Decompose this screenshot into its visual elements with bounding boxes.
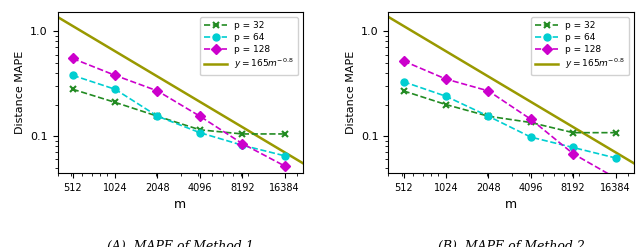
p = 128 xyxy=(400,60,408,62)
p = 32 xyxy=(154,115,161,118)
$y = 165m^{-0.8}$ xyxy=(299,162,307,165)
Line: p = 128: p = 128 xyxy=(69,55,288,169)
p = 32 xyxy=(111,101,119,104)
p = 32 xyxy=(527,121,534,124)
p = 128 xyxy=(154,89,161,92)
Line: $y = 165m^{-0.8}$: $y = 165m^{-0.8}$ xyxy=(388,17,634,163)
p = 128 xyxy=(111,74,119,77)
p = 128 xyxy=(484,89,492,92)
p = 32 xyxy=(484,115,492,118)
$y = 165m^{-0.8}$ xyxy=(260,139,268,142)
p = 128 xyxy=(196,115,204,118)
p = 32 xyxy=(612,131,620,134)
$y = 165m^{-0.8}$ xyxy=(630,162,637,165)
p = 64 xyxy=(527,136,534,139)
p = 64 xyxy=(442,95,450,98)
p = 64 xyxy=(570,146,577,149)
Line: p = 128: p = 128 xyxy=(400,58,619,181)
$y = 165m^{-0.8}$ xyxy=(54,16,61,19)
Line: p = 32: p = 32 xyxy=(400,87,619,136)
Line: p = 64: p = 64 xyxy=(400,78,619,162)
p = 128 xyxy=(281,165,289,167)
p = 64 xyxy=(69,74,77,77)
p = 64 xyxy=(154,115,161,118)
$y = 165m^{-0.8}$ xyxy=(534,105,542,108)
p = 32 xyxy=(570,131,577,134)
p = 128 xyxy=(612,176,620,179)
p = 32 xyxy=(442,103,450,106)
p = 32 xyxy=(239,132,246,135)
Y-axis label: Distance MAPE: Distance MAPE xyxy=(346,51,356,134)
Legend: p = 32, p = 64, p = 128, $y = 165m^{-0.8}$: p = 32, p = 64, p = 128, $y = 165m^{-0.8… xyxy=(531,17,629,75)
p = 128 xyxy=(527,118,534,121)
$y = 165m^{-0.8}$ xyxy=(199,102,207,105)
p = 64 xyxy=(612,157,620,160)
$y = 165m^{-0.8}$ xyxy=(276,148,284,151)
Text: (B)  MAPE of Method 2: (B) MAPE of Method 2 xyxy=(438,240,584,247)
Line: p = 32: p = 32 xyxy=(69,86,288,137)
p = 32 xyxy=(69,88,77,91)
p = 64 xyxy=(196,131,204,134)
$y = 165m^{-0.8}$ xyxy=(385,16,392,19)
p = 64 xyxy=(400,80,408,83)
Text: (A)  MAPE of Method 1: (A) MAPE of Method 1 xyxy=(107,240,253,247)
Line: p = 64: p = 64 xyxy=(69,72,288,159)
p = 32 xyxy=(400,89,408,92)
Legend: p = 32, p = 64, p = 128, $y = 165m^{-0.8}$: p = 32, p = 64, p = 128, $y = 165m^{-0.8… xyxy=(200,17,298,75)
$y = 165m^{-0.8}$ xyxy=(531,103,538,105)
p = 64 xyxy=(111,88,119,91)
$y = 165m^{-0.8}$ xyxy=(54,16,62,19)
p = 64 xyxy=(239,144,246,147)
$y = 165m^{-0.8}$ xyxy=(591,139,599,142)
p = 128 xyxy=(570,152,577,155)
p = 128 xyxy=(442,78,450,81)
$y = 165m^{-0.8}$ xyxy=(530,102,538,105)
p = 128 xyxy=(239,142,246,145)
X-axis label: m: m xyxy=(505,198,517,211)
p = 32 xyxy=(281,132,289,135)
Y-axis label: Distance MAPE: Distance MAPE xyxy=(15,51,25,134)
p = 64 xyxy=(484,115,492,118)
$y = 165m^{-0.8}$ xyxy=(200,103,207,105)
$y = 165m^{-0.8}$ xyxy=(204,105,211,108)
p = 64 xyxy=(281,154,289,157)
$y = 165m^{-0.8}$ xyxy=(607,148,614,151)
$y = 165m^{-0.8}$ xyxy=(385,16,393,19)
X-axis label: m: m xyxy=(174,198,186,211)
Line: $y = 165m^{-0.8}$: $y = 165m^{-0.8}$ xyxy=(58,17,303,163)
p = 32 xyxy=(196,128,204,131)
p = 128 xyxy=(69,57,77,60)
